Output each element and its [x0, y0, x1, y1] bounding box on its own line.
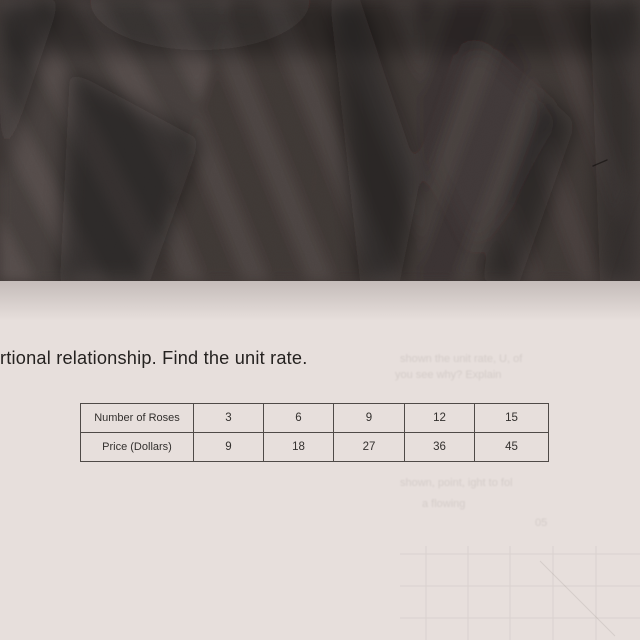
svg-text:shown, point, ight to fol: shown, point, ight to fol — [400, 477, 513, 489]
svg-text:05: 05 — [535, 517, 547, 529]
svg-text:a flowing: a flowing — [422, 498, 465, 510]
svg-text:shown the unit rate, U, of: shown the unit rate, U, of — [400, 353, 523, 365]
svg-text:you see why? Explain: you see why? Explain — [395, 369, 501, 381]
